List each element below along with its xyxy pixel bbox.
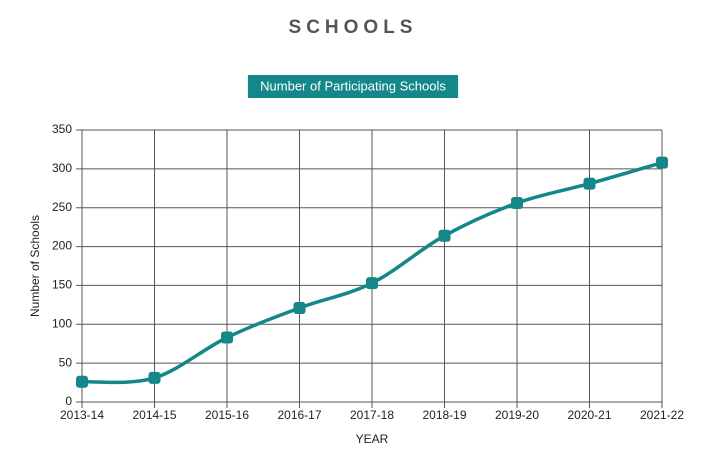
legend-label: Number of Participating Schools [260,78,446,93]
x-tick-label: 2013-14 [60,408,104,422]
y-tick-label: 350 [52,122,72,136]
x-tick-label: 2021-22 [640,408,684,422]
y-axis-label: Number of Schools [28,215,42,317]
data-point [293,301,306,314]
data-point [221,331,233,344]
data-point [76,375,88,388]
chart-title: SCHOOLS [289,17,418,38]
y-tick-label: 0 [65,394,72,408]
data-point [656,156,668,169]
x-tick-label: 2017-18 [350,408,394,422]
x-axis-label: YEAR [356,432,389,446]
y-tick-label: 100 [52,316,72,330]
x-tick-label: 2018-19 [422,408,466,422]
y-tick-label: 50 [59,355,73,369]
y-tick-label: 250 [52,200,72,214]
y-tick-label: 300 [52,161,72,175]
data-point [511,197,523,210]
x-tick-label: 2019-20 [495,408,539,422]
data-point [438,229,451,242]
legend-box [247,75,459,98]
x-tick-label: 2014-15 [132,408,176,422]
x-tick-label: 2020-21 [567,408,611,422]
y-tick-label: 150 [52,278,72,292]
y-tick-label: 200 [52,239,72,253]
x-tick-label: 2015-16 [205,408,249,422]
data-point [148,371,161,384]
data-point [366,277,378,290]
x-tick-label: 2016-17 [277,408,321,422]
data-point [583,177,596,190]
